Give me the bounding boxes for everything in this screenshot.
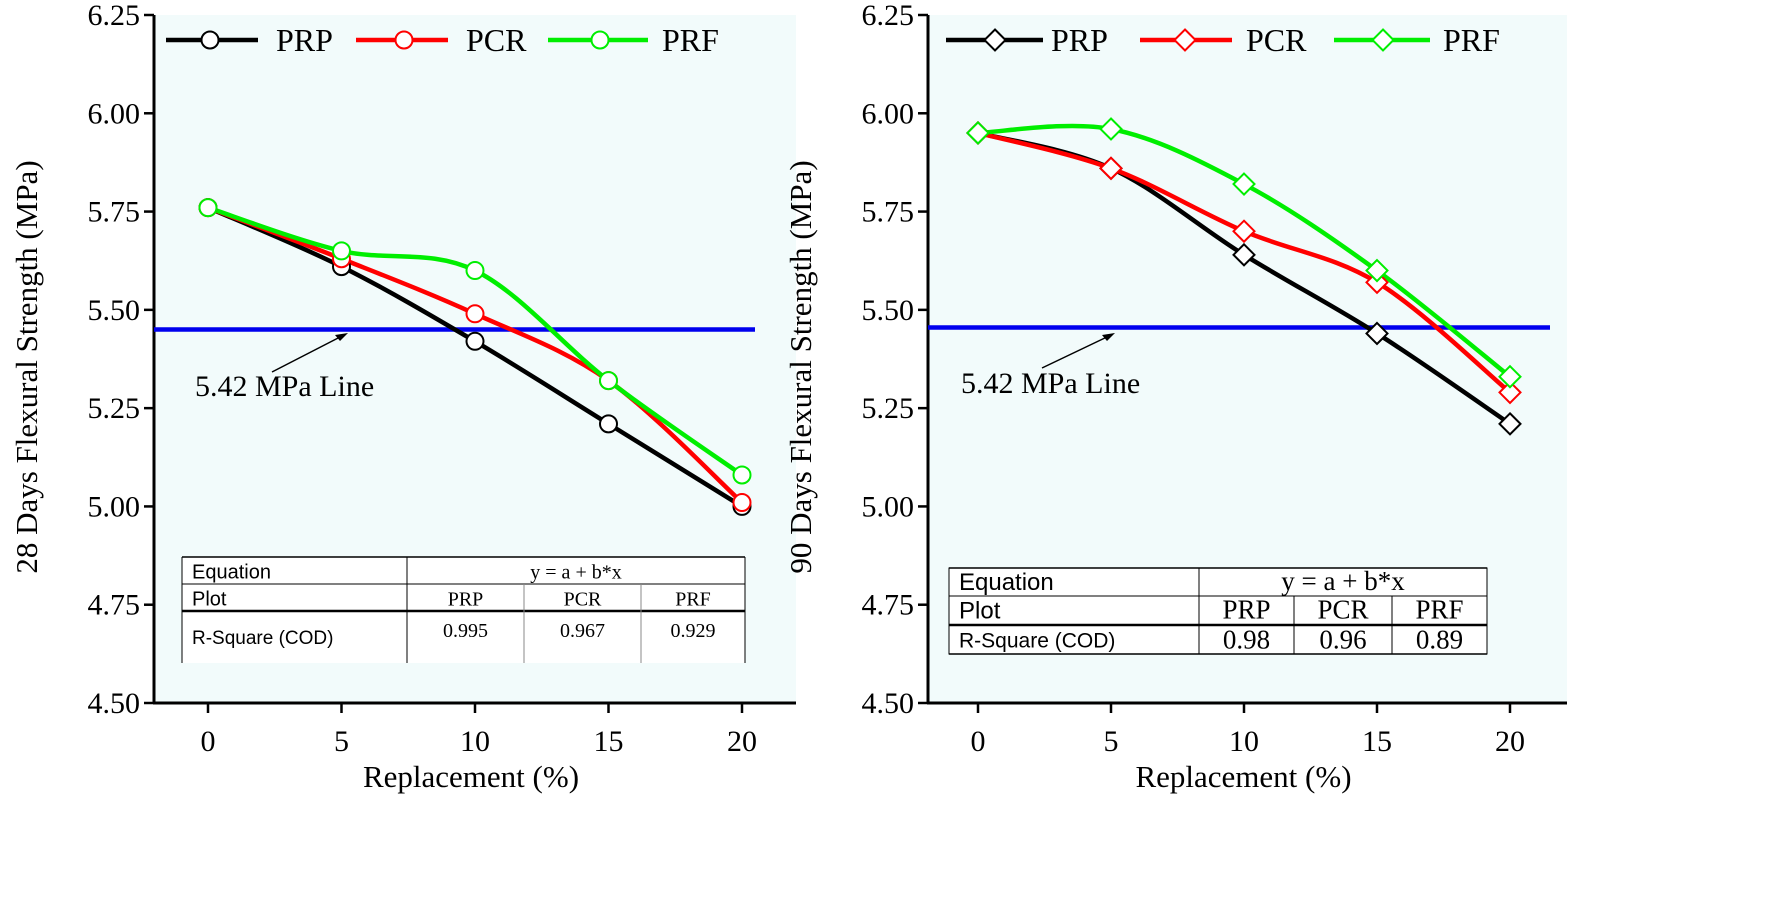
data-point-prf xyxy=(1365,258,1389,283)
data-point-prf xyxy=(599,371,618,391)
x-tick-label: 10 xyxy=(460,725,490,758)
legend-label-prf: PRF xyxy=(662,22,719,58)
x-tick-label: 0 xyxy=(201,725,216,758)
data-point-pcr xyxy=(1099,156,1123,181)
y-tick-label: 6.25 xyxy=(862,0,915,32)
annotation-arrow xyxy=(1041,335,1110,369)
table-equation: y = a + b*x xyxy=(1281,566,1405,596)
chart-panel-1: 4.50 4.75 5.00 5.25 5.50 5.75 6.00 6.25 0 5 10 15 20… xyxy=(9,0,796,794)
data-point-prp xyxy=(1498,411,1522,436)
y-tick-label: 5.50 xyxy=(88,294,141,327)
table-plot-label: Plot xyxy=(959,598,1001,625)
legend-label-pcr: PCR xyxy=(1246,22,1307,58)
y-tick-label: 5.75 xyxy=(88,196,141,229)
legend: PRP PCR PRF xyxy=(946,22,1500,58)
stats-table: Equation y = a + b*x Plot PRP PCR PRF R-Square… xyxy=(948,566,1488,655)
x-axis-title: Replacement (%) xyxy=(363,759,579,794)
table-plot-label: Plot xyxy=(192,589,227,611)
table-r2-value: 0.96 xyxy=(1319,625,1366,655)
table-r2-value: 0.89 xyxy=(1416,625,1463,655)
table-equation-label: Equation xyxy=(959,569,1054,596)
table-equation: y = a + b*x xyxy=(530,562,621,584)
legend-marker-pcr xyxy=(1173,28,1197,52)
annotation-arrowhead xyxy=(1102,333,1115,341)
series-markers-prf xyxy=(198,198,752,485)
series-markers-prf xyxy=(966,117,1522,389)
x-axis-title: Replacement (%) xyxy=(1135,759,1351,794)
table-r2-value: 0.995 xyxy=(443,620,488,642)
x-tick-label: 0 xyxy=(971,725,986,758)
table-r2-value: 0.967 xyxy=(560,620,605,642)
data-point-prp xyxy=(599,414,618,434)
y-tick-label: 4.50 xyxy=(88,687,141,720)
data-point-pcr xyxy=(465,304,485,324)
data-point-prf xyxy=(198,198,218,218)
annotation-arrowhead xyxy=(335,333,348,341)
y-tick-label: 5.25 xyxy=(88,392,141,425)
table-r2-label: R-Square (COD) xyxy=(959,630,1115,653)
y-axis-title: 90 Days Flexural Strength (MPa) xyxy=(783,160,818,573)
data-point-prf xyxy=(966,121,990,145)
legend: PRP PCR PRF xyxy=(166,22,719,58)
table-r2-label: R-Square (COD) xyxy=(192,628,333,649)
y-tick-label: 5.00 xyxy=(862,490,915,523)
x-tick-label: 20 xyxy=(727,725,757,758)
legend-marker-prp xyxy=(983,28,1007,52)
data-point-prf xyxy=(1099,117,1123,141)
reference-line-label: 5.42 MPa Line xyxy=(195,370,374,403)
annotation-arrow xyxy=(271,335,343,373)
y-tick-label: 5.75 xyxy=(862,196,915,229)
y-tick-label: 4.75 xyxy=(88,589,141,622)
y-tick-label: 4.50 xyxy=(862,687,915,720)
table-column-header: PRP xyxy=(448,589,484,611)
legend-marker-pcr xyxy=(394,30,414,50)
y-tick-label: 4.75 xyxy=(862,589,915,622)
reference-line-label: 5.42 MPa Line xyxy=(961,367,1140,400)
stats-table: Equation y = a + b*x Plot PRP PCR PRF R-Square… xyxy=(181,556,746,663)
y-tick-label: 5.00 xyxy=(88,490,141,523)
table-column-header: PRF xyxy=(1415,595,1463,625)
y-tick-label: 5.50 xyxy=(862,294,915,327)
data-point-pcr xyxy=(1498,380,1522,405)
x-tick-label: 5 xyxy=(1104,725,1119,758)
table-column-header: PRP xyxy=(1222,595,1270,625)
x-tick-label: 15 xyxy=(1362,725,1392,758)
table-r2-value: 0.98 xyxy=(1223,625,1270,655)
table-column-header: PCR xyxy=(564,589,602,611)
legend-marker-prp xyxy=(200,30,220,50)
legend-label-prp: PRP xyxy=(276,22,333,58)
data-point-prp xyxy=(1365,321,1389,346)
legend-marker-prf xyxy=(590,30,610,50)
legend-marker-prf xyxy=(1371,28,1395,52)
x-tick-label: 10 xyxy=(1229,725,1259,758)
y-tick-label: 6.00 xyxy=(862,97,915,130)
data-point-prf xyxy=(332,241,351,261)
legend-label-pcr: PCR xyxy=(466,22,527,58)
x-tick-label: 20 xyxy=(1495,725,1525,758)
data-point-prf xyxy=(1498,364,1522,389)
legend-label-prf: PRF xyxy=(1443,22,1500,58)
data-point-prp xyxy=(465,331,485,351)
chart-panel-2: 4.50 4.75 5.00 5.25 5.50 5.75 6.00 6.25 0 5 10 15 20… xyxy=(783,0,1567,794)
x-tick-label: 5 xyxy=(334,725,349,758)
table-equation-label: Equation xyxy=(192,562,271,584)
data-point-prf xyxy=(732,465,752,485)
y-tick-label: 5.25 xyxy=(862,392,915,425)
table-column-header: PRF xyxy=(675,589,711,611)
legend-label-prp: PRP xyxy=(1051,22,1108,58)
data-point-prf xyxy=(465,261,485,281)
x-tick-label: 15 xyxy=(594,725,624,758)
y-tick-label: 6.00 xyxy=(88,97,141,130)
data-point-prp xyxy=(1232,242,1256,267)
y-tick-label: 6.25 xyxy=(88,0,141,32)
y-axis-title: 28 Days Flexural Strength (MPa) xyxy=(9,160,44,573)
data-point-pcr xyxy=(732,492,752,512)
table-r2-value: 0.929 xyxy=(671,620,716,642)
table-column-header: PCR xyxy=(1317,595,1368,625)
data-point-prf xyxy=(1232,172,1256,196)
data-point-pcr xyxy=(1232,219,1256,244)
